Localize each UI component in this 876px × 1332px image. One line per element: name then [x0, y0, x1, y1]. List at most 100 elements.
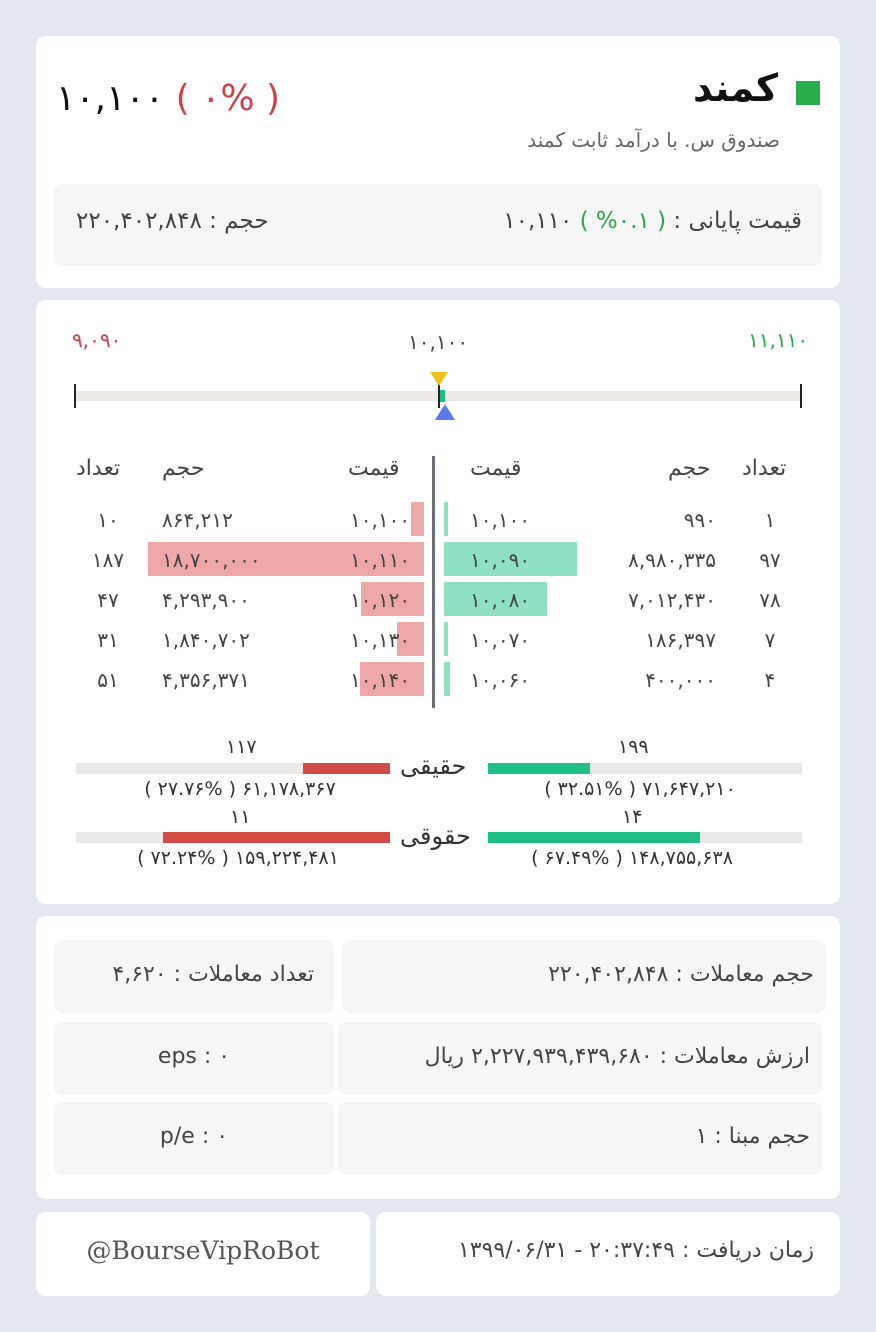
buy-volume-bar — [444, 662, 450, 696]
sell-count: ۵۱ — [97, 668, 119, 692]
buy-volume-bar — [444, 502, 448, 536]
close-price-triangle-icon — [434, 404, 455, 420]
header-volume-label: حجم : — [209, 208, 269, 234]
sell-volume-bar — [397, 622, 424, 656]
individual-buy-track — [488, 763, 802, 774]
sell-header-volume: حجم — [162, 456, 205, 481]
buy-count: ۹۷ — [759, 548, 781, 572]
fund-full-name: صندوق س. با درآمد ثابت کمند — [527, 128, 780, 152]
sell-price: ۱۰,۱۰۰ — [350, 508, 411, 532]
trade-count: تعداد معاملات : ۴,۶۲۰ — [112, 962, 314, 987]
individual-buy-count: ۱۹۹ — [618, 736, 649, 758]
sell-count: ۱۰ — [97, 508, 119, 532]
buy-count: ۷ — [764, 628, 776, 652]
sell-volume-bar — [361, 582, 424, 616]
pe-panel: p/e : ۰ — [54, 1102, 334, 1175]
header-volume: حجم : ۲۲۰,۴۰۲,۸۴۸ — [76, 208, 269, 234]
last-price-value: ۱۰,۱۰۰ — [56, 78, 165, 119]
received-time: زمان دریافت : ۲۰:۳۷:۴۹ - ۱۳۹۹/۰۶/۳۱ — [457, 1238, 814, 1263]
sell-price: ۱۰,۱۲۰ — [350, 588, 411, 612]
base-volume-panel: حجم مبنا : ۱ — [338, 1102, 822, 1175]
individual-buy-detail: ۷۱,۶۴۷,۲۱۰ ( ۳۲.۵۱% ) — [544, 778, 736, 800]
individual-sell-track — [76, 763, 390, 774]
individual-label: حقیقی — [400, 752, 467, 780]
base-volume: حجم مبنا : ۱ — [695, 1124, 810, 1149]
legal-buy-bar — [488, 832, 700, 843]
sell-volume-bar — [360, 662, 424, 696]
last-price: ۱۰,۱۰۰ ( ۰% ) — [56, 78, 280, 119]
buy-volume: ۹۹۰ — [683, 508, 716, 532]
close-price-change: ( ۰.۱% ) — [579, 208, 667, 234]
footer-bot-card: @BourseVipRoBot — [36, 1212, 370, 1296]
close-price-label: قیمت پایانی : — [673, 208, 802, 234]
buy-volume-bar — [444, 542, 577, 576]
buy-header-price: قیمت — [470, 456, 522, 481]
buy-header-count: تعداد — [742, 456, 787, 481]
buy-price: ۱۰,۰۷۰ — [470, 628, 531, 652]
header-volume-value: ۲۲۰,۴۰۲,۸۴۸ — [76, 208, 202, 234]
buy-volume-bar — [444, 582, 547, 616]
legal-sell-bar — [163, 832, 390, 843]
current-price-triangle-icon — [430, 372, 448, 386]
sell-volume-bar — [148, 542, 424, 576]
legal-label: حقوقی — [400, 822, 471, 850]
eps: eps : ۰ — [157, 1044, 231, 1069]
trade-volume: حجم معاملات : ۲۲۰,۴۰۲,۸۴۸ — [548, 962, 814, 987]
individual-sell-count: ۱۱۷ — [226, 736, 257, 758]
legal-buy-detail: ۱۴۸,۷۵۵,۶۳۸ ( ۶۷.۴۹% ) — [531, 847, 733, 869]
buy-header-volume: حجم — [668, 456, 711, 481]
trade-value: ارزش معاملات : ۲,۲۲۷,۹۳۹,۴۳۹,۶۸۰ ریال — [424, 1044, 810, 1069]
individual-sell-bar — [303, 763, 390, 774]
sell-count: ۳۱ — [97, 628, 119, 652]
current-price-marker — [438, 384, 440, 408]
orderbook-card: ۹,۰۹۰ ۱۰,۱۰۰ ۱۱,۱۱۰ تعداد حجم قیمت قیمت … — [36, 300, 840, 904]
close-price-value: ۱۰,۱۱۰ — [503, 208, 573, 234]
range-right-tick — [800, 384, 802, 408]
sell-price: ۱۰,۱۱۰ — [350, 548, 411, 572]
close-price: قیمت پایانی : ( ۰.۱% ) ۱۰,۱۱۰ — [503, 208, 802, 234]
footer-time-card: زمان دریافت : ۲۰:۳۷:۴۹ - ۱۳۹۹/۰۶/۳۱ — [376, 1212, 840, 1296]
legal-sell-detail: ۱۵۹,۲۲۴,۴۸۱ ( ۷۲.۲۴% ) — [137, 847, 339, 869]
buy-price: ۱۰,۰۸۰ — [470, 588, 531, 612]
sell-price: ۱۰,۱۳۰ — [350, 628, 411, 652]
buy-count: ۱ — [764, 508, 776, 532]
close-price-marker — [439, 390, 445, 402]
sell-volume: ۸۶۴,۲۱۲ — [162, 508, 233, 532]
legal-buy-count: ۱۴ — [622, 806, 643, 828]
orderbook-divider — [432, 456, 435, 708]
symbol-name: کمند — [692, 66, 778, 110]
sell-volume: ۱,۸۴۰,۷۰۲ — [162, 628, 250, 652]
buy-volume: ۱۸۶,۳۹۷ — [645, 628, 716, 652]
bot-handle[interactable]: @BourseVipRoBot — [86, 1236, 320, 1265]
buy-price: ۱۰,۰۹۰ — [470, 548, 531, 572]
legal-sell-count: ۱۱ — [230, 806, 251, 828]
individual-sell-detail: ۶۱,۱۷۸,۳۶۷ ( ۲۷.۷۶% ) — [144, 778, 336, 800]
range-mid: ۱۰,۱۰۰ — [408, 330, 469, 354]
last-price-change: ( ۰% ) — [175, 78, 281, 119]
buy-volume-bar — [444, 622, 448, 656]
eps-panel: eps : ۰ — [54, 1022, 334, 1095]
stats-card: حجم معاملات : ۲۲۰,۴۰۲,۸۴۸ تعداد معاملات … — [36, 916, 840, 1199]
sell-header-count: تعداد — [76, 456, 121, 481]
buy-volume: ۷,۰۱۲,۴۳۰ — [628, 588, 716, 612]
buy-count: ۷۸ — [759, 588, 781, 612]
sell-header-price: قیمت — [348, 456, 400, 481]
buy-volume: ۸,۹۸۰,۳۳۵ — [628, 548, 716, 572]
buy-price: ۱۰,۱۰۰ — [470, 508, 531, 532]
buy-volume: ۴۰۰,۰۰۰ — [645, 668, 716, 692]
sell-volume: ۴,۲۹۳,۹۰۰ — [162, 588, 250, 612]
sell-volume: ۴,۳۵۶,۳۷۱ — [162, 668, 250, 692]
sell-volume-bar — [411, 502, 424, 536]
range-low: ۹,۰۹۰ — [72, 328, 122, 352]
sell-price: ۱۰,۱۴۰ — [350, 668, 411, 692]
sell-count: ۴۷ — [97, 588, 119, 612]
trade-count-panel: تعداد معاملات : ۴,۶۲۰ — [54, 940, 334, 1013]
trade-value-panel: ارزش معاملات : ۲,۲۲۷,۹۳۹,۴۳۹,۶۸۰ ریال — [338, 1022, 822, 1095]
trade-volume-panel: حجم معاملات : ۲۲۰,۴۰۲,۸۴۸ — [342, 940, 826, 1013]
individual-buy-bar — [488, 763, 590, 774]
buy-price: ۱۰,۰۶۰ — [470, 668, 531, 692]
symbol-card: کمند صندوق س. با درآمد ثابت کمند ۱۰,۱۰۰ … — [36, 36, 840, 288]
buy-count: ۴ — [764, 668, 776, 692]
range-left-tick — [74, 384, 76, 408]
sell-count: ۱۸۷ — [91, 548, 125, 572]
